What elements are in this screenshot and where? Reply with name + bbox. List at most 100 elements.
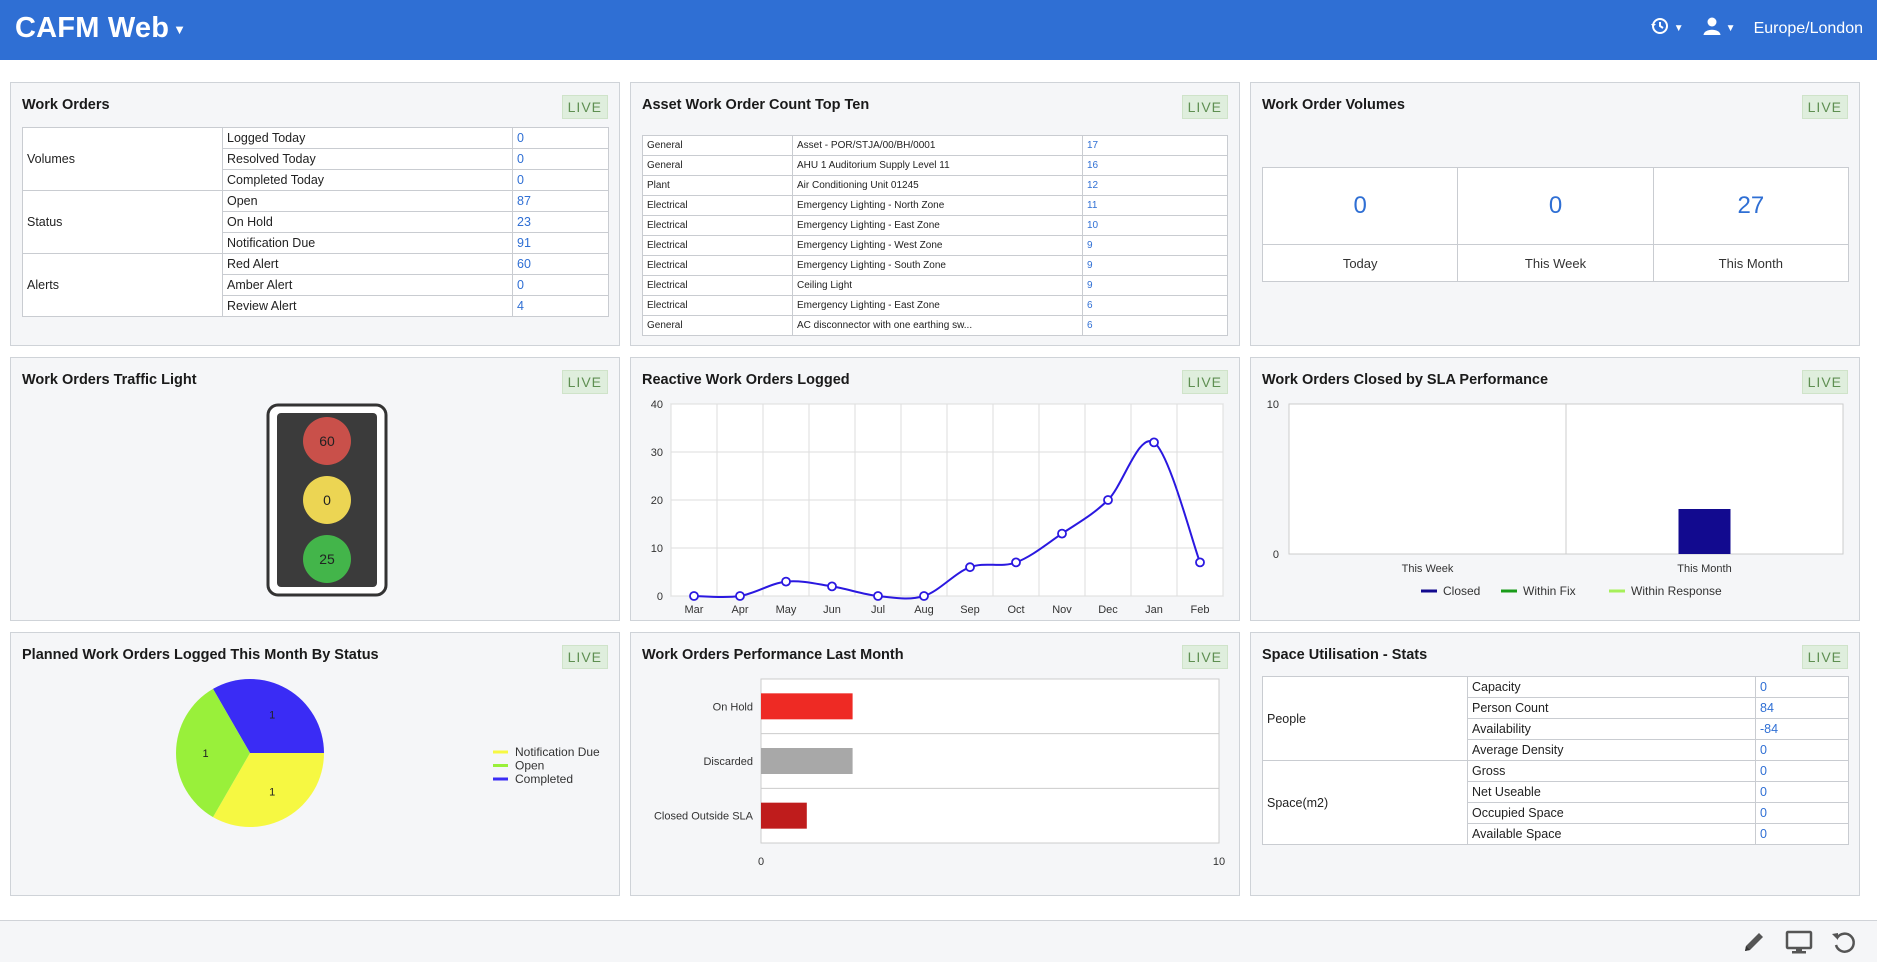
green-count: 25 bbox=[319, 551, 335, 567]
asset-category: Electrical bbox=[642, 215, 793, 236]
dashboard: Work Orders LIVE Volumes Logged Today 0 Re… bbox=[0, 60, 1877, 920]
green-light[interactable] bbox=[303, 535, 351, 583]
panel-title: Work Orders Performance Last Month bbox=[642, 647, 904, 663]
row-label: On Hold bbox=[222, 211, 513, 233]
live-badge: LIVE bbox=[561, 370, 608, 394]
performance-bar-chart[interactable]: On Hold Discarded Closed Outside SLA 0 10 bbox=[631, 633, 1241, 897]
table-row[interactable]: General AC disconnector with one earthing… bbox=[642, 315, 1228, 336]
asset-count[interactable]: 10 bbox=[1082, 215, 1228, 236]
asset-count[interactable]: 9 bbox=[1082, 235, 1228, 256]
row-label: Open bbox=[222, 190, 513, 212]
data-point bbox=[919, 591, 929, 601]
table-row[interactable]: General AHU 1 Auditorium Supply Level 11 1… bbox=[642, 155, 1228, 176]
row-value[interactable]: 0 bbox=[512, 169, 609, 191]
volume-today[interactable]: 0 Today bbox=[1263, 168, 1459, 281]
row-value[interactable]: 0 bbox=[512, 274, 609, 296]
live-badge: LIVE bbox=[561, 645, 608, 669]
y-tick-label: On Hold bbox=[713, 701, 753, 713]
panel-title: Asset Work Order Count Top Ten bbox=[642, 97, 870, 113]
refresh-icon[interactable] bbox=[1831, 929, 1857, 960]
table-row[interactable]: Plant Air Conditioning Unit 01245 12 bbox=[642, 175, 1228, 196]
volume-this-month[interactable]: 27 This Month bbox=[1653, 168, 1848, 281]
x-tick-label: Feb bbox=[1191, 604, 1210, 616]
asset-category: Plant bbox=[642, 175, 793, 196]
row-value[interactable]: 84 bbox=[1755, 697, 1849, 719]
asset-count[interactable]: 16 bbox=[1082, 155, 1228, 176]
data-point bbox=[965, 562, 975, 573]
volume-label: This Month bbox=[1718, 255, 1783, 271]
row-value[interactable]: 4 bbox=[512, 295, 609, 317]
row-value[interactable]: 87 bbox=[512, 190, 609, 212]
row-value[interactable]: 0 bbox=[1755, 781, 1849, 803]
asset-count[interactable]: 17 bbox=[1082, 135, 1228, 156]
asset-count[interactable]: 9 bbox=[1082, 275, 1228, 296]
table-row[interactable]: Electrical Ceiling Light 9 bbox=[642, 275, 1228, 296]
pie-slice bbox=[213, 679, 324, 753]
row-value[interactable]: 0 bbox=[1755, 739, 1849, 761]
asset-name: Emergency Lighting - South Zone bbox=[792, 255, 1083, 276]
live-badge: LIVE bbox=[1181, 95, 1228, 119]
slice-label: 1 bbox=[203, 748, 209, 760]
table-row[interactable]: Electrical Emergency Lighting - South Zon… bbox=[642, 255, 1228, 276]
row-value[interactable]: 60 bbox=[512, 253, 609, 275]
amber-count: 0 bbox=[323, 492, 331, 508]
legend-label: Notification Due bbox=[515, 745, 600, 759]
table-row[interactable]: Electrical Emergency Lighting - West Zone… bbox=[642, 235, 1228, 256]
app-title-menu[interactable]: CAFM Web ▼ bbox=[15, 12, 186, 45]
group-label: Volumes bbox=[22, 127, 223, 191]
x-tick-label: This Month bbox=[1677, 563, 1731, 575]
edit-pencil-icon[interactable] bbox=[1741, 929, 1767, 960]
panel-title: Space Utilisation - Stats bbox=[1262, 647, 1428, 663]
display-monitor-icon[interactable] bbox=[1785, 929, 1813, 960]
row-label: Red Alert bbox=[222, 253, 513, 275]
y-tick-label: Closed Outside SLA bbox=[654, 811, 754, 823]
row-value[interactable]: 0 bbox=[512, 148, 609, 170]
x-tick-label: 10 bbox=[1213, 856, 1225, 868]
row-value[interactable]: 0 bbox=[1755, 823, 1849, 845]
row-value[interactable]: 0 bbox=[1755, 802, 1849, 824]
asset-count[interactable]: 6 bbox=[1082, 295, 1228, 316]
volume-value: 0 bbox=[1263, 168, 1458, 245]
history-menu[interactable]: ▼ bbox=[1650, 16, 1684, 41]
red-count: 60 bbox=[319, 433, 335, 449]
asset-count[interactable]: 9 bbox=[1082, 255, 1228, 276]
row-label: Availability bbox=[1467, 718, 1756, 740]
row-value[interactable]: 0 bbox=[512, 127, 609, 149]
asset-count[interactable]: 11 bbox=[1082, 195, 1228, 216]
work-order-volumes-panel: Work Order Volumes LIVE 0 Today 0 This Wee… bbox=[1250, 82, 1860, 346]
sla-bar-chart[interactable]: 0 10 This Week This Month Closed Within Fix Wi… bbox=[1251, 358, 1861, 622]
row-value[interactable]: 0 bbox=[1755, 760, 1849, 782]
table-row[interactable]: Electrical Emergency Lighting - East Zone… bbox=[642, 215, 1228, 236]
panel-title: Work Orders bbox=[22, 97, 110, 113]
volume-this-week[interactable]: 0 This Week bbox=[1458, 168, 1654, 281]
asset-category: General bbox=[642, 135, 793, 156]
row-value[interactable]: -84 bbox=[1755, 718, 1849, 740]
asset-name: AHU 1 Auditorium Supply Level 11 bbox=[792, 155, 1083, 176]
volume-value: 27 bbox=[1653, 168, 1848, 245]
x-tick-label: Oct bbox=[1007, 604, 1024, 616]
table-row[interactable]: General Asset - POR/STJA/00/BH/0001 17 bbox=[642, 135, 1228, 156]
asset-count[interactable]: 12 bbox=[1082, 175, 1228, 196]
row-value[interactable]: 23 bbox=[512, 211, 609, 233]
red-light[interactable] bbox=[303, 417, 351, 465]
panel-title: Work Orders Closed by SLA Performance bbox=[1262, 372, 1549, 388]
asset-category: General bbox=[642, 315, 793, 336]
x-tick-label: 0 bbox=[758, 856, 764, 868]
table-row[interactable]: Electrical Emergency Lighting - East Zone… bbox=[642, 295, 1228, 316]
row-value[interactable]: 91 bbox=[512, 232, 609, 254]
timezone-label[interactable]: Europe/London bbox=[1753, 19, 1863, 37]
table-row[interactable]: Electrical Emergency Lighting - North Zon… bbox=[642, 195, 1228, 216]
panel-title: Work Order Volumes bbox=[1262, 97, 1405, 113]
data-point bbox=[1149, 437, 1159, 448]
row-value[interactable]: 0 bbox=[1755, 676, 1849, 698]
reactive-line-chart[interactable]: 0 10 20 30 40 Mar Apr May Jun Jul Aug Sep Oct Nov Dec J… bbox=[631, 358, 1241, 622]
user-menu[interactable]: ▼ bbox=[1702, 16, 1736, 41]
top-navigation-bar: CAFM Web ▼ ▼ ▼ Europe/London bbox=[0, 0, 1877, 60]
live-badge: LIVE bbox=[561, 95, 608, 119]
amber-light[interactable] bbox=[303, 476, 351, 524]
asset-name: Emergency Lighting - East Zone bbox=[792, 295, 1083, 316]
asset-count[interactable]: 6 bbox=[1082, 315, 1228, 336]
panel-title: Work Orders Traffic Light bbox=[22, 372, 197, 388]
volumes-summary: 0 Today 0 This Week 27 This Month bbox=[1262, 167, 1849, 282]
